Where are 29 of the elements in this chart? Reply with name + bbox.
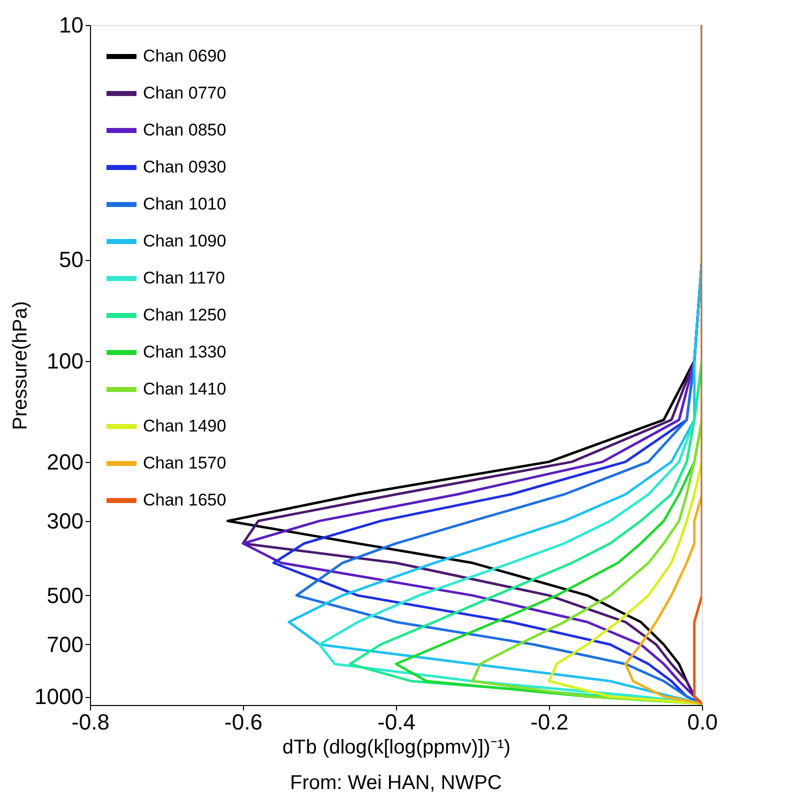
x-tick-label: -0.4 — [378, 710, 416, 734]
x-axis-title: dTb (dlog(k[log(ppmv)])⁻¹) — [282, 736, 511, 758]
legend-label: Chan 1650 — [143, 490, 226, 510]
legend-label: Chan 1170 — [143, 268, 225, 288]
x-tick-label: 0.0 — [687, 710, 718, 734]
legend-label: Chan 1570 — [143, 454, 226, 472]
legend-label: Chan 1090 — [143, 232, 226, 250]
y-tick-label: 100 — [46, 348, 84, 374]
legend-label: Chan 0690 — [143, 46, 226, 66]
y-axis-title: Pressure(hPa) — [10, 301, 32, 430]
legend-label: Chan 1410 — [143, 380, 226, 398]
legend-label: Chan 0770 — [143, 84, 226, 102]
x-tick-label: -0.2 — [530, 710, 568, 734]
text: From: Wei HAN, NWPC — [290, 772, 502, 794]
legend-label: Chan 0930 — [143, 158, 226, 176]
y-tick-label: 200 — [46, 449, 84, 474]
x-tick-label: -0.8 — [72, 710, 110, 734]
y-tick-label: 10 — [59, 12, 84, 38]
legend-label: Chan 1330 — [143, 342, 226, 362]
y-tick-label: 50 — [59, 247, 84, 272]
y-tick-label: 500 — [46, 582, 84, 608]
x-tick-label: -0.6 — [224, 710, 262, 734]
legend-label: Chan 0850 — [143, 120, 226, 140]
y-tick-label: 300 — [46, 508, 84, 534]
legend-label: Chan 1250 — [143, 306, 226, 324]
y-tick-label: 700 — [46, 632, 84, 657]
legend-label: Chan 1010 — [143, 194, 226, 214]
legend-label: Chan 1490 — [143, 416, 226, 436]
y-tick-label: 1000 — [34, 684, 84, 710]
